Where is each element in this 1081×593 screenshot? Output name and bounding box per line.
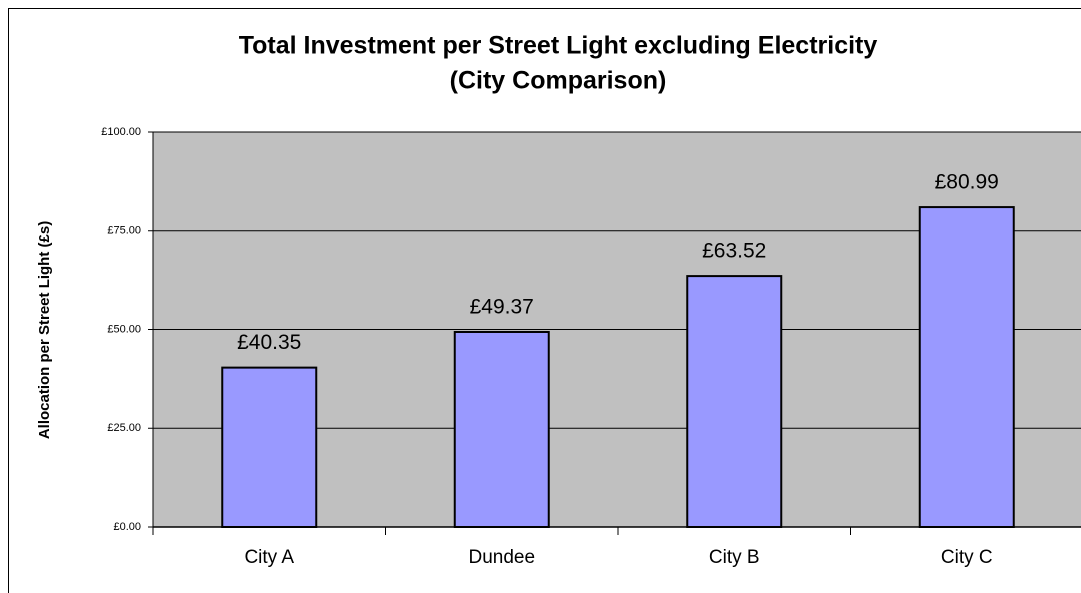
bar bbox=[686, 275, 783, 529]
bar bbox=[221, 366, 318, 528]
chart-title: Total Investment per Street Light exclud… bbox=[239, 32, 878, 60]
y-tick-label: £0.00 bbox=[113, 521, 141, 533]
y-tick-label: £100.00 bbox=[101, 126, 141, 138]
x-tick-label: City C bbox=[941, 547, 993, 568]
value-label: £80.99 bbox=[935, 171, 999, 194]
chart-subtitle: (City Comparison) bbox=[450, 67, 667, 95]
x-tick-label: Dundee bbox=[468, 547, 535, 568]
value-label: £49.37 bbox=[470, 296, 534, 319]
x-tick-label: City A bbox=[244, 547, 294, 568]
value-label: £40.35 bbox=[237, 331, 301, 354]
y-axis-label: Allocation per Street Light (£s) bbox=[36, 221, 53, 439]
value-label: £63.52 bbox=[702, 240, 766, 263]
y-tick-label: £50.00 bbox=[107, 323, 141, 335]
y-tick-label: £25.00 bbox=[107, 422, 141, 434]
x-tick-label: City B bbox=[709, 547, 760, 568]
bar bbox=[453, 330, 550, 528]
y-tick-label: £75.00 bbox=[107, 225, 141, 237]
bar bbox=[918, 206, 1015, 528]
